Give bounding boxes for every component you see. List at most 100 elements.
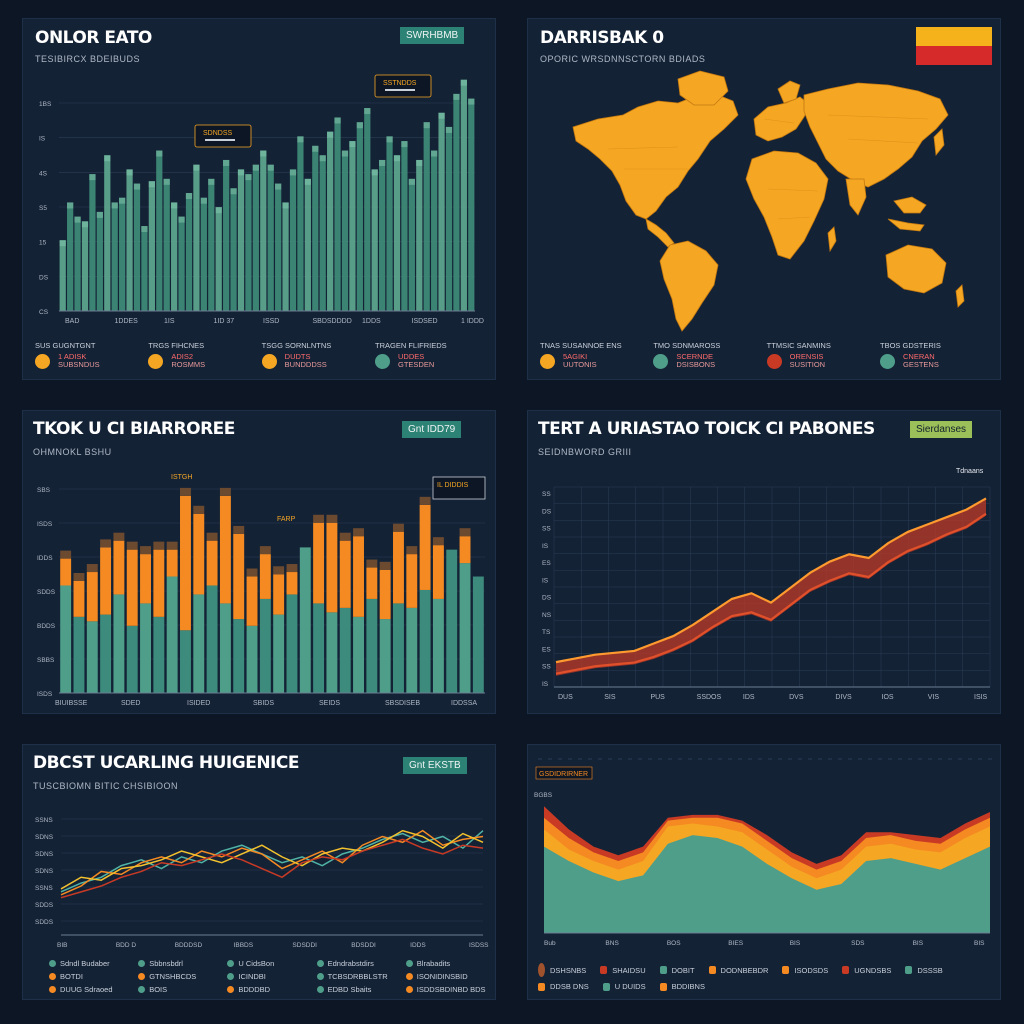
callout-label: SSTNDDS — [383, 80, 417, 87]
world-map — [572, 70, 965, 332]
legend-swatch — [405, 973, 413, 980]
legend-label: ISONIDINSBID — [416, 972, 468, 981]
bar-highlight — [96, 211, 103, 218]
bar-cap — [73, 573, 85, 581]
legend-values: 1 ADISK SUBSNDUS — [58, 353, 100, 369]
panel-subtitle: SEIDNBWORD GRIII — [538, 447, 632, 457]
bar — [349, 141, 356, 311]
legend-swatch — [316, 973, 324, 980]
bar-highlight — [230, 188, 237, 195]
x-tick-label: DIVS — [835, 694, 852, 701]
legend-swatch — [782, 966, 790, 974]
legend-value: DUDTS — [284, 352, 311, 361]
legend-label: GTNSHBCDS — [149, 972, 197, 981]
bar-highlight — [393, 155, 401, 162]
legend-dot — [35, 353, 50, 369]
panel-title: TKOK U CI BIARROREE — [33, 419, 235, 439]
bar — [89, 174, 96, 311]
line-yellow — [60, 829, 484, 890]
bar-segment-orange — [153, 549, 165, 617]
map-south-america — [659, 240, 719, 332]
x-tick-label: IDS — [743, 694, 755, 701]
bar-highlight — [416, 159, 423, 166]
bar-highlight — [371, 169, 378, 176]
map-madagascar — [827, 226, 837, 253]
legend-swatch — [842, 966, 850, 974]
bar-cap — [180, 487, 191, 496]
y-tick-label: BGBS — [534, 792, 553, 799]
callout-label: FARP — [277, 516, 296, 523]
bar-segment-teal — [233, 619, 245, 693]
legend-swatch — [659, 982, 667, 991]
bar — [371, 169, 378, 311]
legend-values: UDDES GTESDEN — [398, 353, 434, 369]
chart-legend: SUS GUGNTGNT 1 ADISK SUBSNDUS TRGS FIHCNES A… — [35, 341, 485, 369]
map-indonesia — [887, 218, 925, 232]
bar-highlight — [104, 155, 111, 162]
bar-segment-teal — [206, 585, 218, 693]
x-tick-label: 1DDS — [362, 318, 381, 325]
bar-segment-teal — [339, 607, 351, 693]
panel-badge[interactable]: Sierdanses — [910, 421, 973, 438]
bar-cap — [353, 528, 364, 537]
legend-label: Sdndl Budaber — [60, 959, 110, 968]
bar-segment-teal — [86, 621, 98, 693]
legend-swatch — [316, 986, 324, 993]
bar-segment-teal — [446, 549, 458, 693]
bar — [215, 207, 222, 311]
bar — [401, 141, 408, 311]
line-teal — [60, 830, 484, 893]
legend-value: SUSITION — [789, 360, 826, 369]
bar-segment-teal — [180, 630, 191, 693]
panel-badge[interactable]: SWRHBMB — [400, 27, 465, 44]
bar-highlight — [193, 164, 200, 171]
map-europe — [753, 96, 811, 142]
bar-cap — [246, 568, 258, 577]
panel-badge[interactable]: Gnt EKSTB — [403, 757, 467, 774]
panel-badge[interactable]: Gnt IDD79 — [402, 421, 462, 438]
legend-heading: TRGS FIHCNES — [148, 341, 205, 350]
legend-label: TCBSDRBBLSTR — [327, 972, 388, 981]
x-tick-label: PUS — [650, 694, 665, 701]
bar-segment-orange — [219, 495, 231, 604]
bar-highlight — [386, 136, 393, 143]
legend-label: DUUG Sdraoed — [60, 985, 113, 994]
bar — [178, 216, 185, 311]
legend-item: GTNSHBCDS — [138, 972, 221, 981]
bar-cap — [326, 514, 338, 523]
bar-highlight — [59, 240, 66, 247]
legend-heading: TBOS GDSTERIS — [879, 341, 941, 350]
map-scandinavia — [777, 80, 801, 104]
bar-highlight — [81, 221, 89, 228]
bar-segment-teal — [113, 594, 125, 693]
x-tick-label: ISDSED — [412, 318, 438, 325]
map-borders — [607, 114, 929, 220]
bar-highlight — [260, 150, 267, 157]
x-tick-label: BDD D — [116, 942, 137, 949]
bar-highlight — [438, 112, 445, 119]
bar — [386, 136, 393, 311]
bar — [74, 216, 81, 311]
legend-swatch — [227, 960, 235, 967]
bar — [267, 164, 274, 311]
y-tick-label: SDDS — [37, 589, 56, 596]
y-tick-label: CS — [39, 309, 49, 316]
y-tick-label: 4S — [39, 170, 48, 177]
legend-swatch — [49, 973, 56, 980]
legend-value: 1 ADISK — [58, 352, 87, 361]
bar-segment-teal — [140, 603, 151, 693]
legend-label: BOTDI — [60, 972, 83, 981]
bar-segment-orange — [366, 567, 378, 599]
bar-highlight — [431, 150, 438, 157]
x-tick-label: SEIDS — [319, 700, 340, 707]
callout-box — [374, 74, 432, 98]
area-chart: TbonasenGSDIDRIRNERBGBSBubBNSBOSBIESBISS… — [534, 758, 994, 947]
callout-box — [194, 124, 252, 148]
y-tick-label: IS — [542, 681, 549, 688]
bar-highlight — [468, 98, 475, 105]
x-tick-label: SDED — [121, 700, 140, 707]
legend-swatch — [405, 960, 413, 967]
x-tick-label: BOS — [667, 940, 681, 947]
x-tick-label: SBDSDDDD — [313, 318, 352, 325]
legend-swatch — [227, 973, 235, 980]
